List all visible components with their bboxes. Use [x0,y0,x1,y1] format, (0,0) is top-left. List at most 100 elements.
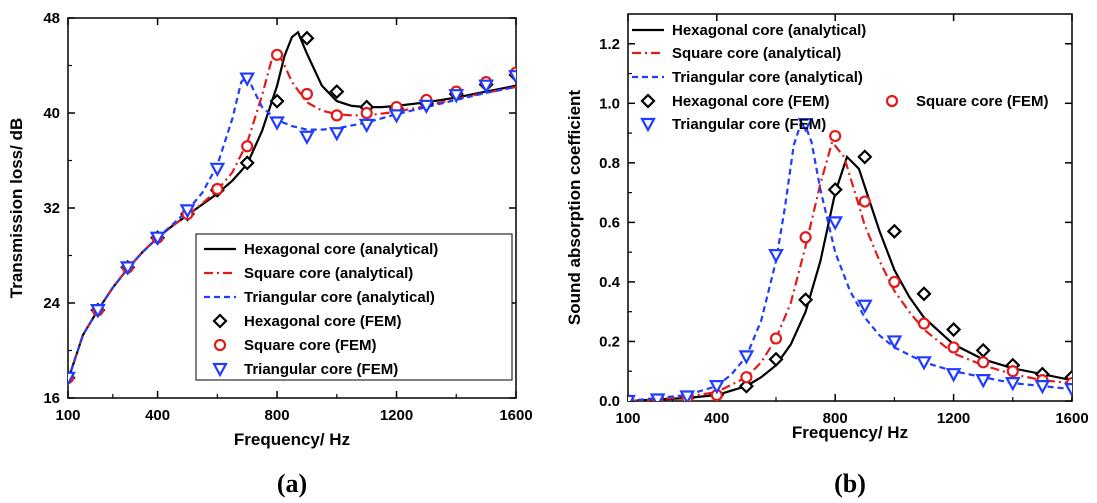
legend-box [195,233,513,381]
legend-swatch-marker [640,117,656,133]
data-point-triangle-down [975,374,992,389]
y-tick-label: 0.0 [599,393,620,410]
data-point-diamond [946,321,962,338]
legend-entry: Triangular core (FEM) [244,361,398,378]
data-point-circle [947,341,960,354]
y-tick-label: 40 [43,105,60,122]
data-point-circle [740,371,753,384]
data-point-circle [799,231,812,244]
data-point-triangle-down [388,109,405,124]
y-tick-label: 1.0 [599,95,620,112]
data-point-circle [360,106,373,120]
data-point-triangle-down [945,368,962,383]
data-point-triangle-down [448,89,465,104]
series-line-1 [628,154,1072,401]
legend-entry: Hexagonal core (analytical) [244,241,438,258]
series-line-2 [628,139,1072,401]
data-point-triangle-down [90,304,106,319]
data-point-triangle-down [119,261,136,276]
chart-panel-a: 100 400 800 1200 1600 16 24 32 40 48 Frequency/ Hz… [7,10,533,498]
panel-label: (a) [277,469,307,498]
y-axis-title: Sound absorption coefficient [565,90,584,326]
x-axis-title: Frequency/ Hz [792,423,908,442]
data-point-triangle-down [508,70,516,85]
data-point-diamond [857,149,873,165]
legend-entry: Square core (FEM) [916,93,1049,110]
data-point-circle [977,356,990,369]
data-point-circle [917,317,931,330]
legend: Hexagonal core (analytical) Square core (… [195,233,513,381]
data-point-triangle-down [797,118,814,133]
x-tick-label: 1200 [937,410,970,427]
data-point-diamond [269,93,285,109]
data-point-triangle-down [418,99,435,115]
y-tick-label: 0.8 [599,155,620,172]
plot-area [68,30,516,387]
data-point-diamond [738,378,754,394]
data-point-diamond [827,182,843,198]
legend-entry: Triangular core (FEM) [672,116,826,133]
y-tick-label: 0.6 [599,214,620,231]
data-point-triangle-down [738,350,755,365]
y-tick-label: 32 [43,200,60,217]
data-point-diamond [916,286,932,302]
data-point-triangle-down [358,118,375,134]
x-tick-label: 1600 [499,407,532,424]
series-line-2 [68,51,516,381]
data-point-triangle-down [856,299,873,315]
legend-entry: Hexagonal core (FEM) [244,313,402,330]
data-point-diamond [975,342,991,358]
data-point-triangle-down [916,356,932,371]
x-axis-title: Frequency/ Hz [234,430,350,449]
data-point-triangle-down [1004,377,1021,392]
legend-swatch-marker [212,313,228,329]
x-tick-label: 400 [145,407,170,424]
y-tick-label: 1.2 [599,36,620,53]
legend-swatch-marker [213,338,227,352]
data-point-triangle-down [328,127,345,142]
x-tick-label: 1600 [1055,410,1088,427]
data-point-triangle-down [708,380,725,395]
data-point-triangle-down [886,335,903,350]
data-point-circle [330,109,343,122]
legend: Hexagonal core (analytical) Square core (… [632,22,1049,133]
data-point-triangle-down [1034,380,1051,395]
data-point-triangle-down [679,390,696,401]
panel-label: (b) [834,469,866,498]
legend-entry: Hexagonal core (FEM) [672,93,830,110]
x-tick-label: 800 [265,407,290,424]
data-point-circle [211,182,224,196]
data-point-diamond [886,223,902,239]
data-point-triangle-down [478,79,494,94]
data-point-circle [769,332,783,345]
data-point-circle [829,129,842,143]
x-tick-label: 800 [823,410,848,427]
x-tick-label: 100 [615,410,640,427]
data-point-triangle-down [1064,382,1072,398]
data-point-triangle-down [239,72,256,87]
data-point-triangle-down [628,394,636,401]
x-tick-label: 100 [55,407,80,424]
data-point-triangle-down [269,116,285,131]
data-point-circle [300,87,314,101]
plot-area [628,114,1072,401]
data-point-triangle-down [768,249,784,264]
data-point-triangle-down [209,162,226,178]
data-point-circle [241,140,254,153]
y-tick-label: 0.2 [599,333,620,350]
data-point-triangle-down [299,130,315,146]
data-point-circle [1006,365,1019,378]
data-point-diamond [768,351,784,367]
legend-entry: Square core (FEM) [244,337,377,354]
x-tick-label: 400 [704,410,729,427]
data-point-diamond [798,292,814,308]
legend-entry: Triangular core (analytical) [672,69,863,86]
y-tick-label: 16 [43,390,60,407]
data-point-diamond [239,155,255,171]
data-point-diamond [299,30,315,46]
legend-swatch-marker [212,362,228,378]
legend-swatch-marker [885,94,899,108]
y-axis-title: Transmission loss/ dB [7,118,26,298]
data-point-diamond [329,84,345,100]
